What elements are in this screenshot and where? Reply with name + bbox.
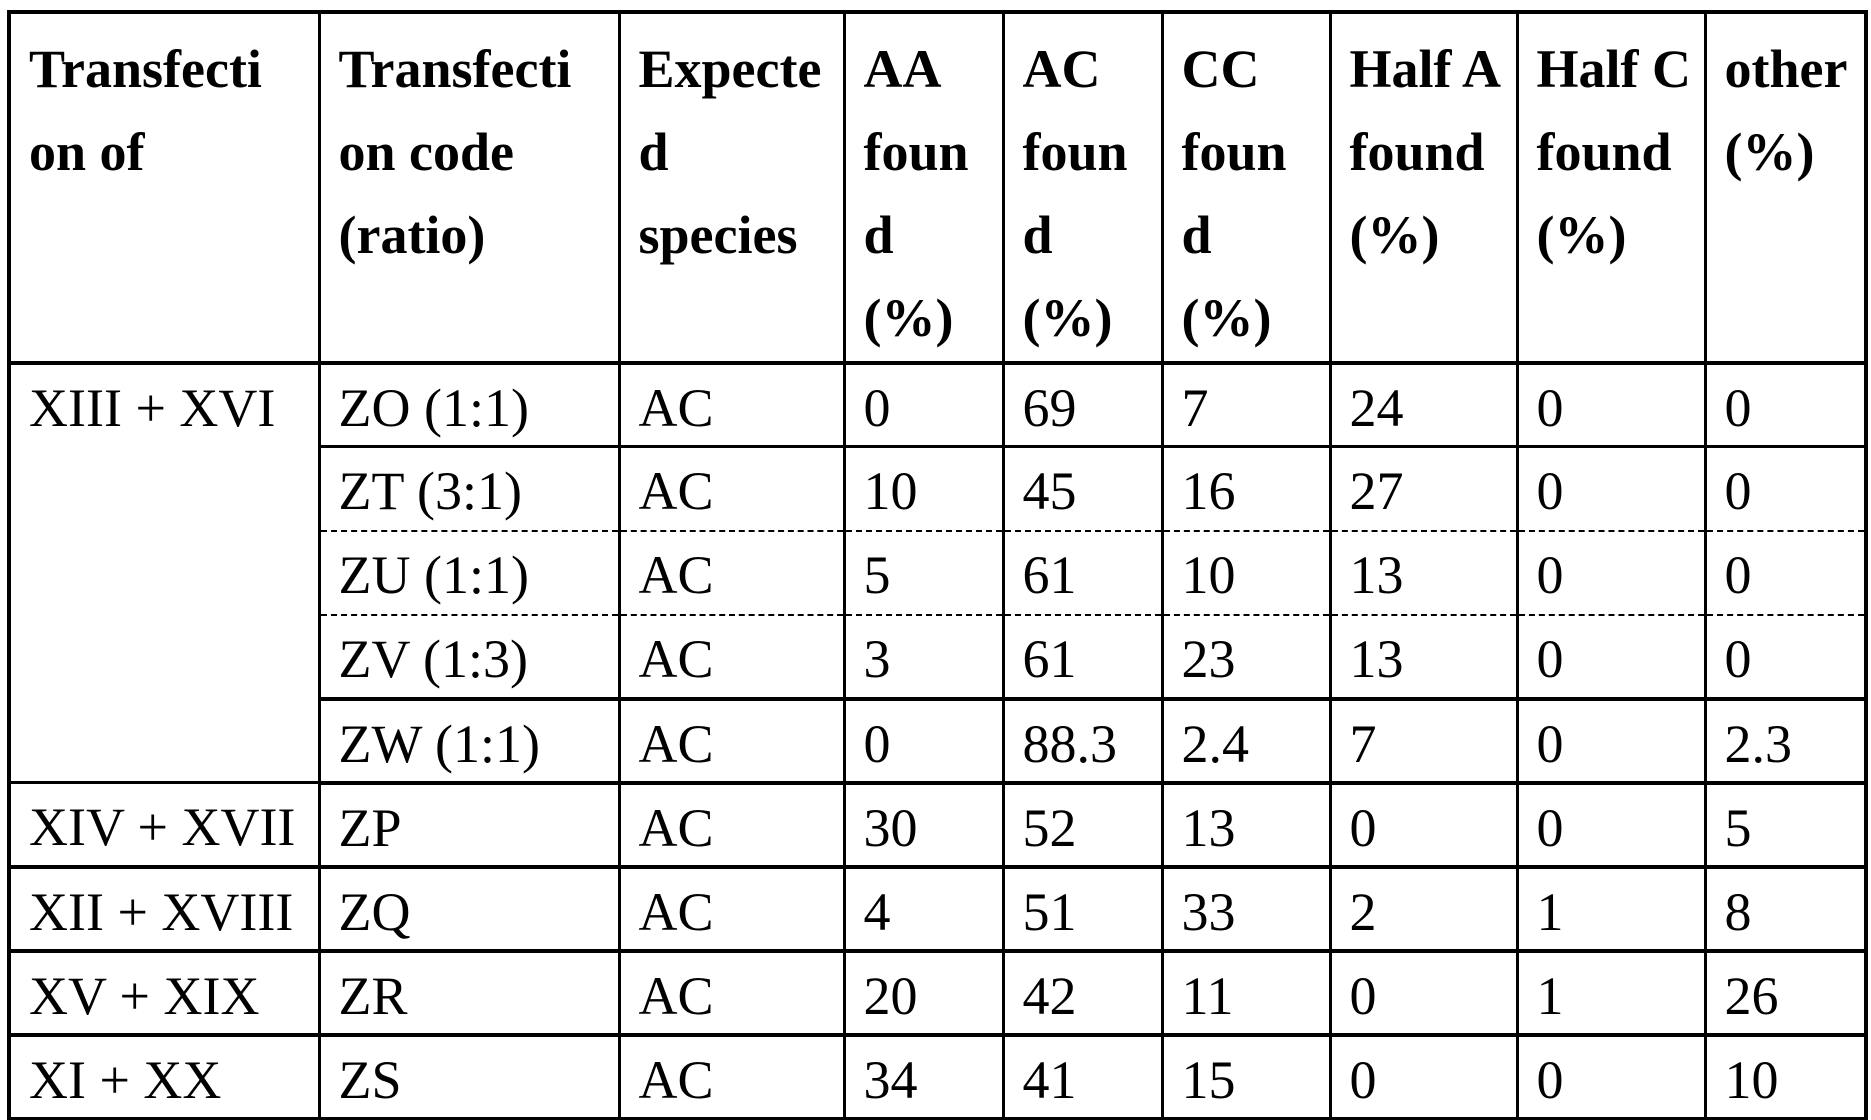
cell-transfection-code: ZR <box>317 950 621 1037</box>
cell-half-c-found: 0 <box>1515 530 1707 616</box>
cell-transfection-code: ZP <box>317 782 621 869</box>
cell-half-a-found: 24 <box>1328 362 1519 449</box>
cell-half-c-found: 0 <box>1515 614 1707 701</box>
cell-half-a-found: 0 <box>1328 950 1519 1037</box>
cell-expected-species: AC <box>617 530 846 616</box>
cell-aa-found: 34 <box>842 1034 1005 1119</box>
cell-other: 26 <box>1703 950 1868 1037</box>
table-row-zp: XIV + XVII ZP AC 30 52 13 0 0 5 <box>7 782 1868 869</box>
cell-aa-found: 3 <box>842 614 1005 701</box>
cell-transfection-code: ZW (1:1) <box>317 698 621 785</box>
cell-half-a-found: 2 <box>1328 866 1519 953</box>
cell-expected-species: AC <box>617 362 846 449</box>
table-row-zu: ZU (1:1) AC 5 61 10 13 0 0 <box>9 530 1868 616</box>
table-row-zr: XV + XIX ZR AC 20 42 11 0 1 26 <box>7 950 1868 1037</box>
col-header-ac-found: AC foun d (%) <box>1001 12 1164 365</box>
cell-ac-found: 51 <box>1001 866 1164 953</box>
table-row-zo: XIII + XVI ZO (1:1) AC 0 69 7 24 0 0 <box>7 362 1868 785</box>
table-row-zq: XII + XVIII ZQ AC 4 51 33 2 1 8 <box>7 866 1868 953</box>
col-header-expected-species: Expecte d species <box>617 12 846 365</box>
cell-expected-species: AC <box>617 446 846 532</box>
cell-other: 0 <box>1703 362 1868 449</box>
cell-aa-found: 10 <box>842 446 1005 532</box>
cell-other: 8 <box>1703 866 1868 953</box>
cell-cc-found: 13 <box>1160 782 1332 869</box>
cell-cc-found: 2.4 <box>1160 698 1332 785</box>
col-header-transfection-code: Transfecti on code (ratio) <box>317 12 621 365</box>
cell-half-a-found: 13 <box>1328 614 1519 701</box>
cell-transfection-code: ZV (1:3) <box>317 614 621 701</box>
cell-half-c-found: 0 <box>1515 446 1707 532</box>
cell-transfection-of: XV + XIX <box>7 950 321 1037</box>
cell-aa-found: 30 <box>842 782 1005 869</box>
cell-ac-found: 41 <box>1001 1034 1164 1119</box>
col-header-other: other (%) <box>1703 12 1868 365</box>
cell-transfection-code: ZS <box>317 1034 621 1119</box>
cell-half-c-found: 1 <box>1515 866 1707 953</box>
header-row: Transfecti on of Transfecti on code (rat… <box>7 12 1868 365</box>
cell-other: 5 <box>1703 782 1868 869</box>
cell-transfection-code: ZU (1:1) <box>317 530 621 616</box>
cell-other: 0 <box>1703 530 1868 616</box>
cell-aa-found: 0 <box>842 362 1005 449</box>
cell-transfection-of: XIII + XVI <box>7 362 321 785</box>
cell-transfection-code: ZO (1:1) <box>317 362 621 449</box>
cell-transfection-of: XIV + XVII <box>7 782 321 869</box>
cell-cc-found: 11 <box>1160 950 1332 1037</box>
cell-half-c-found: 0 <box>1515 1034 1707 1119</box>
col-header-half-c-found: Half C found (%) <box>1515 12 1707 365</box>
col-header-transfection-of: Transfecti on of <box>7 12 321 365</box>
cell-aa-found: 20 <box>842 950 1005 1037</box>
cell-half-a-found: 13 <box>1328 530 1519 616</box>
cell-other: 0 <box>1703 446 1868 532</box>
cell-expected-species: AC <box>617 614 846 701</box>
cell-ac-found: 42 <box>1001 950 1164 1037</box>
cell-half-c-found: 0 <box>1515 698 1707 785</box>
cell-half-a-found: 0 <box>1328 782 1519 869</box>
cell-cc-found: 16 <box>1160 446 1332 532</box>
cell-aa-found: 0 <box>842 698 1005 785</box>
cell-other: 10 <box>1703 1034 1868 1119</box>
cell-half-c-found: 0 <box>1515 362 1707 449</box>
col-header-cc-found: CC foun d (%) <box>1160 12 1332 365</box>
cell-ac-found: 61 <box>1001 614 1164 701</box>
cell-cc-found: 10 <box>1160 530 1332 616</box>
cell-expected-species: AC <box>617 866 846 953</box>
cell-half-c-found: 1 <box>1515 950 1707 1037</box>
cell-half-c-found: 0 <box>1515 782 1707 869</box>
cell-other: 2.3 <box>1703 698 1868 785</box>
cell-cc-found: 15 <box>1160 1034 1332 1119</box>
cell-cc-found: 23 <box>1160 614 1332 701</box>
cell-half-a-found: 0 <box>1328 1034 1519 1119</box>
table-row-zt: ZT (3:1) AC 10 45 16 27 0 0 <box>9 446 1868 532</box>
col-header-half-a-found: Half A found (%) <box>1328 12 1519 365</box>
cell-half-a-found: 27 <box>1328 446 1519 532</box>
cell-ac-found: 52 <box>1001 782 1164 869</box>
cell-aa-found: 5 <box>842 530 1005 616</box>
cell-aa-found: 4 <box>842 866 1005 953</box>
cell-ac-found: 69 <box>1001 362 1164 449</box>
cell-half-a-found: 7 <box>1328 698 1519 785</box>
cell-ac-found: 61 <box>1001 530 1164 616</box>
table-row-zs: XI + XX ZS AC 34 41 15 0 0 10 <box>7 1034 1868 1119</box>
cell-transfection-of: XI + XX <box>7 1034 321 1119</box>
col-header-aa-found: AA foun d (%) <box>842 12 1005 365</box>
cell-expected-species: AC <box>617 950 846 1037</box>
cell-transfection-code: ZT (3:1) <box>317 446 621 532</box>
cell-expected-species: AC <box>617 698 846 785</box>
cell-cc-found: 33 <box>1160 866 1332 953</box>
cell-cc-found: 7 <box>1160 362 1332 449</box>
cell-other: 0 <box>1703 614 1868 701</box>
table-row-zw: ZW (1:1) AC 0 88.3 2.4 7 0 2.3 <box>9 698 1868 785</box>
cell-transfection-of: XII + XVIII <box>7 866 321 953</box>
transfection-results-table: Transfecti on of Transfecti on code (rat… <box>7 10 1868 1120</box>
cell-transfection-code: ZQ <box>317 866 621 953</box>
table-row-zv: ZV (1:3) AC 3 61 23 13 0 0 <box>9 614 1868 701</box>
cell-ac-found: 88.3 <box>1001 698 1164 785</box>
cell-expected-species: AC <box>617 1034 846 1119</box>
cell-expected-species: AC <box>617 782 846 869</box>
cell-ac-found: 45 <box>1001 446 1164 532</box>
